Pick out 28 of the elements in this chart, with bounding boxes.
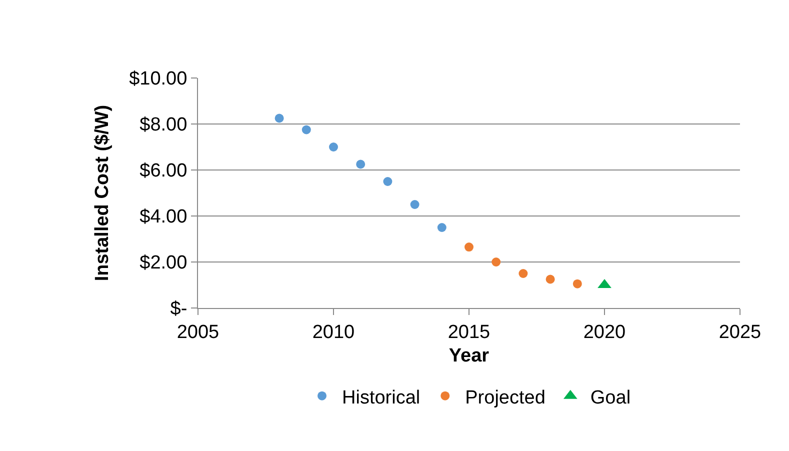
x-tick-label: 2020	[583, 322, 626, 343]
point	[302, 125, 311, 134]
x-axis-title: Year	[448, 346, 490, 367]
y-axis-title: Installed Cost ($/W)	[92, 104, 113, 282]
x-tick-label: 2010	[312, 322, 355, 343]
point	[572, 279, 582, 288]
y-tick-label: $8.00	[140, 114, 188, 136]
legend-label: Historical	[342, 387, 420, 408]
legend-label: Projected	[465, 387, 546, 408]
point	[383, 177, 392, 186]
legend-label: Goal	[590, 387, 631, 408]
x-tick-label: 2025	[718, 322, 762, 343]
point	[546, 274, 555, 284]
x-tick-label: 2005	[176, 322, 220, 343]
point	[437, 223, 446, 232]
point	[492, 258, 501, 266]
y-tick-label: $2.00	[140, 252, 188, 274]
y-tick-label: $-	[170, 298, 188, 320]
x-tick-label: 2015	[448, 322, 490, 343]
y-tick-label: $6.00	[140, 160, 188, 182]
point	[518, 269, 528, 278]
y-tick-label: $4.00	[140, 206, 188, 228]
point	[464, 242, 474, 252]
point	[329, 142, 338, 152]
point	[274, 114, 284, 123]
y-tick-label: $10.00	[129, 68, 188, 90]
point	[356, 160, 366, 169]
point	[410, 200, 420, 209]
